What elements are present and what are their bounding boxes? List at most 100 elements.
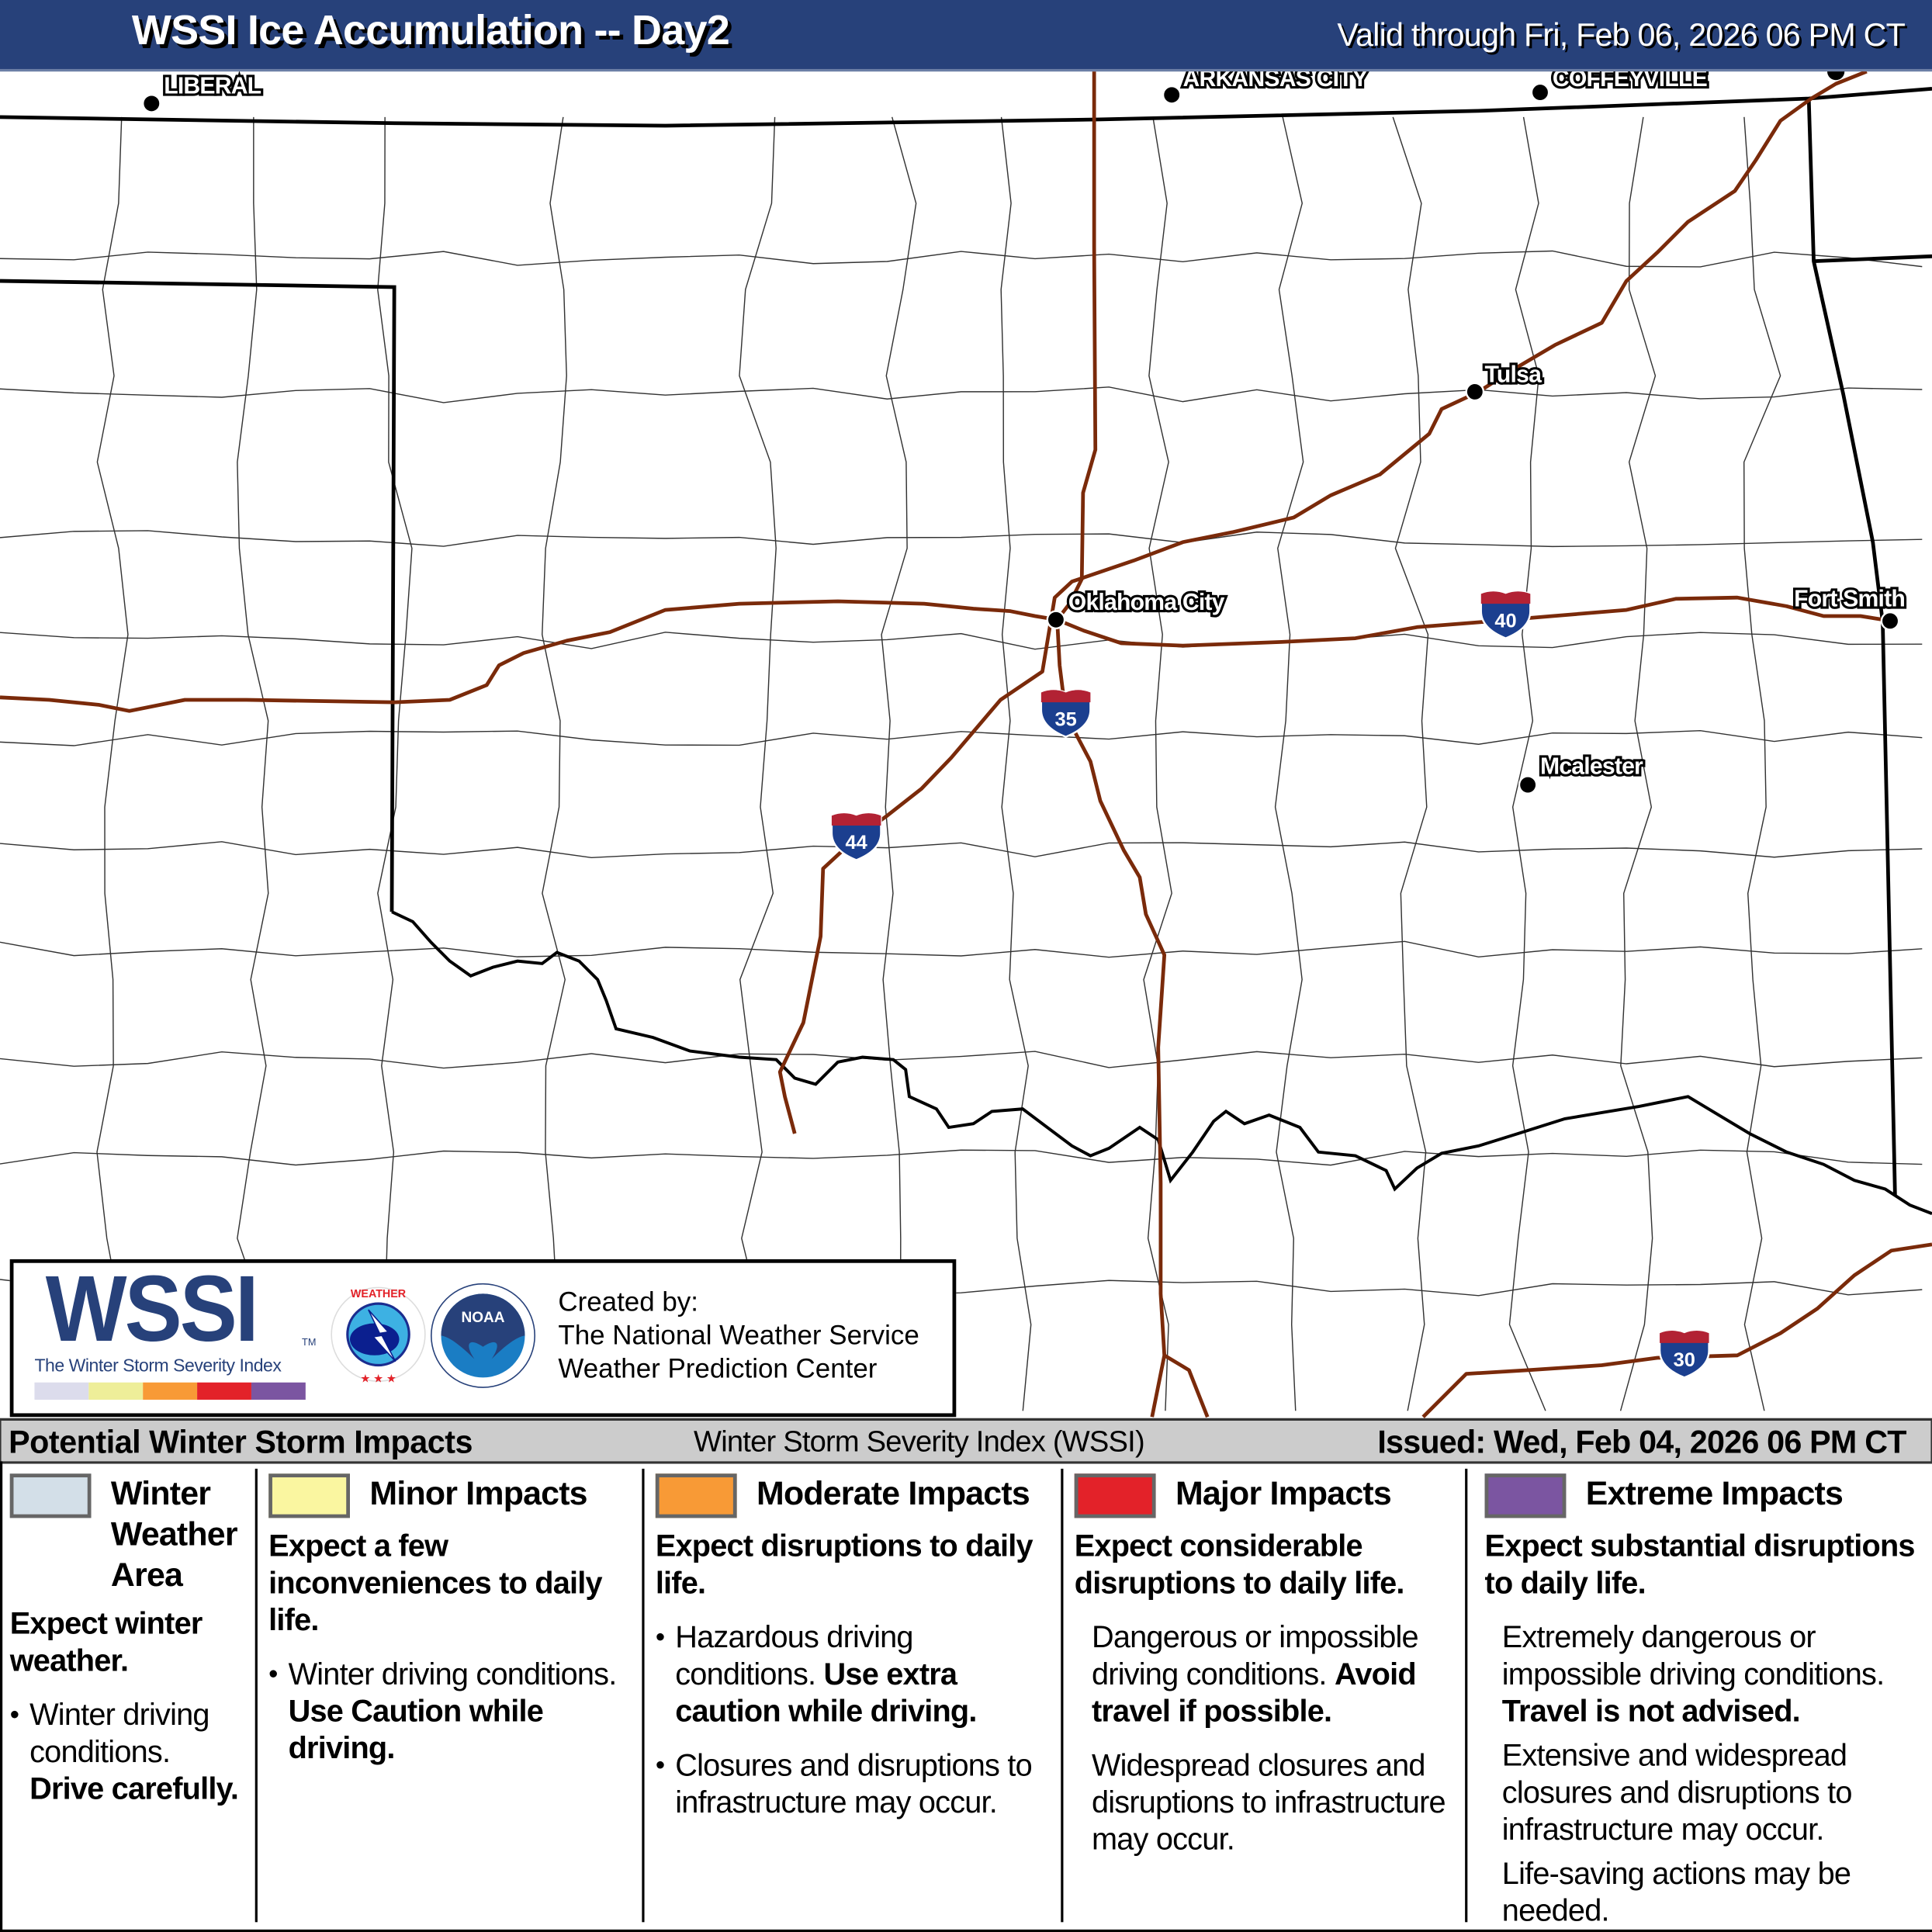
county-line [1392, 116, 1429, 1411]
legend-swatch [1484, 1473, 1567, 1518]
county-line [1508, 116, 1546, 1411]
arkansas-border [1806, 98, 1897, 1196]
city-dot [1162, 85, 1182, 105]
city-liberal: LIBERAL [142, 71, 265, 113]
interstate-44-road [777, 71, 1868, 1134]
city-label: COFFEYVILLE [1553, 71, 1707, 92]
city-oklahoma-city: Oklahoma City [1046, 587, 1228, 630]
legend-bullet: Winter driving conditions. Drive careful… [10, 1697, 251, 1808]
interstate-shields: 35 44 40 30 [830, 590, 1710, 1379]
svg-text:WEATHER: WEATHER [351, 1288, 407, 1300]
legend-text: Life-saving actions may be needed. [1501, 1857, 1851, 1929]
county-line [0, 1149, 1923, 1166]
county-line [542, 116, 568, 1411]
interstate-35-road [1055, 71, 1167, 1418]
legend-swatch [655, 1473, 737, 1518]
city-coffeyville: COFFEYVILLE [1530, 71, 1710, 102]
legend-text: Dangerous or impossible driving conditio… [1091, 1620, 1419, 1729]
city-label: LIBERAL [164, 74, 261, 99]
county-line [0, 632, 1923, 650]
texas-panhandle-border [0, 279, 396, 912]
county-line [0, 940, 1923, 958]
noaa-logo-icon: NOAA [431, 1283, 535, 1388]
color-bar-segment [34, 1382, 89, 1400]
created-by-label: Created by: [558, 1286, 698, 1317]
shield-number: 40 [1494, 610, 1516, 632]
interstate-40-road [0, 595, 1892, 713]
city-dot [1518, 775, 1538, 795]
wssi-subtitle: The Winter Storm Severity Index [34, 1356, 282, 1376]
wssi-trademark: TM [302, 1336, 317, 1349]
legend-minor: Minor Impacts Expect a few inconvenience… [268, 1473, 638, 1767]
issued-time: Issued: Wed, Feb 04, 2026 06 PM CT [1377, 1423, 1906, 1460]
interstate-shield-35: 35 [1040, 689, 1092, 738]
kansas-oklahoma-border [0, 86, 1932, 128]
color-bar-segment [88, 1382, 144, 1400]
divider [254, 1468, 258, 1923]
divider [1465, 1468, 1468, 1923]
city-dot [1827, 71, 1845, 81]
legend-text: Widespread closures and disruptions to i… [1091, 1748, 1446, 1858]
city-label: Mcalester [1540, 753, 1643, 779]
legend-title: Winter Weather Area [110, 1474, 238, 1594]
color-bar-segment [197, 1382, 251, 1400]
county-line [1000, 116, 1032, 1411]
legend-title: Extreme Impacts [1585, 1474, 1844, 1512]
legend-title: Minor Impacts [369, 1474, 587, 1512]
impacts-title-bar: Potential Winter Storm Impacts Winter St… [0, 1418, 1932, 1464]
divider [1061, 1468, 1064, 1923]
county-line [377, 116, 413, 1411]
county-line [1743, 116, 1781, 1411]
valid-time: Valid through Fri, Feb 06, 2026 06 PM CT [1337, 16, 1906, 54]
city-tulsa: Tulsa [1465, 359, 1545, 402]
shield-number: 44 [846, 832, 867, 853]
county-line [1143, 116, 1172, 1411]
noaa-logo-text: NOAA [461, 1310, 504, 1326]
legend-extreme: Extreme Impacts Expect substantial disru… [1484, 1473, 1929, 1930]
county-line [0, 530, 1923, 548]
county-lines [0, 116, 1923, 1411]
map: 35 44 40 30 LIBERAL ARKANSAS CITY COFFEYVILLE… [0, 71, 1932, 1418]
interstate-shield-30: 30 [1658, 1329, 1710, 1379]
interstate-30-road [1421, 1242, 1932, 1418]
county-line [881, 116, 917, 1411]
legend-text: Extremely dangerous or impossible drivin… [1501, 1620, 1885, 1729]
legend-lead: Expect winter weather. [9, 1606, 203, 1678]
logo-panel: WSSI TM The Winter Storm Severity Index … [9, 1256, 957, 1418]
credits: Created by: The National Weather Service… [558, 1285, 919, 1385]
impacts-heading: Potential Winter Storm Impacts [9, 1423, 473, 1460]
legend-bullet: Winter driving conditions. Use Caution w… [268, 1656, 639, 1767]
city-dot [1880, 611, 1900, 631]
county-line [96, 116, 129, 1411]
interstates [0, 71, 1932, 1418]
wssi-logo: WSSI [45, 1256, 259, 1362]
missouri-border [1813, 254, 1932, 264]
legend-text: Extensive and widespread closures and di… [1501, 1738, 1853, 1847]
city-fort-smith: Fort Smith [1792, 583, 1908, 631]
county-line [0, 1051, 1923, 1069]
county-line [0, 386, 1923, 403]
wssi-color-bar [34, 1382, 306, 1400]
credit-nws: The National Weather Service [558, 1319, 919, 1351]
nws-logo-icon: WEATHER ★ ★ ★ [331, 1286, 426, 1386]
county-line [739, 116, 777, 1411]
legend-lead: Expect disruptions to daily life. [655, 1529, 1034, 1601]
city-label: Tulsa [1485, 362, 1542, 387]
legend-bullet: Closures and disruptions to infrastructu… [656, 1747, 1057, 1821]
county-line [0, 841, 1923, 859]
interstate-35-branch-road [1163, 1353, 1210, 1418]
color-bar-segment [143, 1382, 198, 1400]
city-dot [1465, 382, 1485, 402]
city-dot [1046, 610, 1066, 630]
header-bar: WSSI Ice Accumulation -- Day2 Valid thro… [0, 0, 1932, 72]
city-dot [142, 94, 161, 113]
county-line [1274, 116, 1304, 1411]
legend-lead: Expect a few inconveniences to daily lif… [268, 1529, 602, 1638]
cities: LIBERAL ARKANSAS CITY COFFEYVILLE Tulsa Okla… [142, 71, 1908, 795]
interstate-shield-44: 44 [830, 812, 882, 861]
legend-swatch [9, 1473, 92, 1518]
shield-number: 30 [1674, 1349, 1695, 1371]
svg-text:★ ★ ★: ★ ★ ★ [360, 1373, 396, 1386]
city-arkansas-city: ARKANSAS CITY [1162, 71, 1371, 105]
